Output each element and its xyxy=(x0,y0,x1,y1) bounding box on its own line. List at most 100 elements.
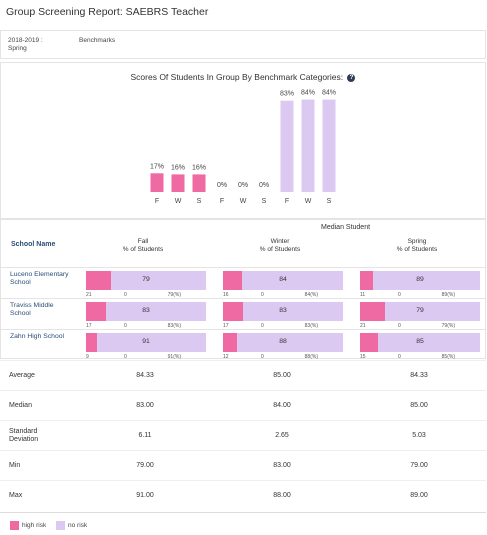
score-cell: 83 17 0 83(%) xyxy=(86,299,206,329)
score-bar[interactable]: 89 xyxy=(360,271,480,290)
score-cell: 83 17 0 83(%) xyxy=(223,299,343,329)
x-tick-label: S xyxy=(327,198,332,205)
risk-segment xyxy=(86,271,112,290)
risk-count: 15 xyxy=(360,354,366,360)
help-icon[interactable]: ? xyxy=(347,73,356,82)
season-sub: % of Students xyxy=(396,246,438,253)
x-tick-label: F xyxy=(220,198,224,205)
bar-data-label: 16% xyxy=(171,164,185,171)
x-tick-label: W xyxy=(305,198,312,205)
bar-data-label: 0% xyxy=(238,182,248,189)
school-name[interactable]: Traviss Middle School xyxy=(10,302,54,317)
stat-label: Average xyxy=(9,372,35,379)
risk-segment xyxy=(223,302,244,321)
stat-row-max: Max 91.00 88.00 89.00 xyxy=(0,480,486,511)
risk-count: 17 xyxy=(223,323,229,329)
no-risk-count: 79(%) xyxy=(167,292,181,298)
stat-value: 2.65 xyxy=(275,432,289,439)
score-bar[interactable]: 85 xyxy=(360,333,480,352)
risk-segment xyxy=(360,271,374,290)
stat-label: Min xyxy=(9,462,21,469)
some-risk-count: 0 xyxy=(124,292,127,298)
score-cell: 88 12 0 88(%) xyxy=(223,330,343,360)
no-risk-value: 88 xyxy=(279,338,287,345)
stat-value: 6.11 xyxy=(138,432,152,439)
stat-label: Max xyxy=(9,492,23,499)
score-cell: 85 15 0 85(%) xyxy=(360,330,480,360)
stat-value: 91.00 xyxy=(136,492,154,499)
risk-segment xyxy=(86,333,97,352)
school-name[interactable]: Zahn High School xyxy=(10,333,65,340)
chart-bar[interactable] xyxy=(280,100,294,192)
score-bar[interactable]: 79 xyxy=(360,302,480,321)
no-risk-count: 91(%) xyxy=(167,354,181,360)
no-risk-count: 89(%) xyxy=(441,292,455,298)
score-bar[interactable]: 83 xyxy=(223,302,343,321)
season-name: Fall xyxy=(137,238,149,245)
high-risk-swatch xyxy=(10,521,19,530)
x-tick-label: F xyxy=(155,198,159,205)
no-risk-swatch xyxy=(56,521,65,530)
no-risk-count: 88(%) xyxy=(304,354,318,360)
risk-segment xyxy=(360,333,378,352)
chart-bar[interactable] xyxy=(150,173,164,192)
chart-title-text: Scores Of Students In Group By Benchmark… xyxy=(130,72,344,82)
score-bar[interactable]: 91 xyxy=(86,333,206,352)
risk-segment xyxy=(360,302,386,321)
stat-value: 79.00 xyxy=(410,462,428,469)
stat-row-median: Median 83.00 84.00 85.00 xyxy=(0,390,486,421)
table-row: Luceno Elementary School 79 21 0 79(%) 8… xyxy=(1,267,485,298)
x-tick-label: W xyxy=(175,198,182,205)
no-risk-value: 79 xyxy=(142,276,150,283)
bar-data-label: 16% xyxy=(192,164,206,171)
bar-data-label: 0% xyxy=(217,182,227,189)
score-bar[interactable]: 83 xyxy=(86,302,206,321)
school-name[interactable]: Luceno Elementary School xyxy=(10,271,69,286)
legend: high risk no risk xyxy=(0,512,486,535)
x-tick-label: S xyxy=(262,198,267,205)
no-risk-count: 85(%) xyxy=(441,354,455,360)
stat-row-average: Average 84.33 85.00 84.33 xyxy=(0,360,486,391)
score-bar[interactable]: 79 xyxy=(86,271,206,290)
measure-filter[interactable]: Benchmarks xyxy=(79,37,116,44)
no-risk-value: 85 xyxy=(416,338,424,345)
score-bar[interactable]: 88 xyxy=(223,333,343,352)
no-risk-value: 83 xyxy=(279,307,287,314)
chart-bar[interactable] xyxy=(301,99,315,192)
chart-bar[interactable] xyxy=(192,174,206,192)
season-sub: % of Students xyxy=(259,246,301,253)
x-tick-label: W xyxy=(240,198,247,205)
year-filter[interactable]: 2018-2019 : Spring xyxy=(8,37,43,52)
season-name: Spring xyxy=(407,238,427,245)
some-risk-count: 0 xyxy=(398,292,401,298)
score-cell: 84 16 0 84(%) xyxy=(223,268,343,298)
stat-value: 89.00 xyxy=(410,492,428,499)
stat-value: 84.33 xyxy=(410,372,428,379)
season-header-winter: Winter % of Students xyxy=(220,238,340,254)
no-risk-count: 79(%) xyxy=(441,323,455,329)
chart-title: Scores Of Students In Group By Benchmark… xyxy=(1,72,485,82)
score-cell: 91 9 0 91(%) xyxy=(86,330,206,360)
x-tick-label: S xyxy=(197,198,202,205)
bar-data-label: 84% xyxy=(322,90,336,97)
median-student-header: Median Student xyxy=(321,224,371,231)
stat-value: 84.00 xyxy=(273,402,291,409)
season-header-fall: Fall % of Students xyxy=(83,238,203,254)
bar-data-label: 17% xyxy=(150,163,164,170)
bar-data-label: 84% xyxy=(301,90,315,97)
some-risk-count: 0 xyxy=(261,354,264,360)
score-bar[interactable]: 84 xyxy=(223,271,343,290)
no-risk-label: no risk xyxy=(68,522,88,529)
stat-value: 79.00 xyxy=(136,462,154,469)
some-risk-count: 0 xyxy=(124,323,127,329)
some-risk-count: 0 xyxy=(398,323,401,329)
stat-value: 85.00 xyxy=(410,402,428,409)
stat-row-std-dev: Standard Deviation 6.11 2.65 5.03 xyxy=(0,420,486,451)
school-name-header[interactable]: School Name xyxy=(11,241,56,248)
chart-bar[interactable] xyxy=(322,99,336,192)
risk-count: 21 xyxy=(360,323,366,329)
bar-data-label: 83% xyxy=(280,91,294,98)
season-sub: % of Students xyxy=(122,246,164,253)
chart-bar[interactable] xyxy=(171,174,185,192)
stat-value: 5.03 xyxy=(412,432,426,439)
